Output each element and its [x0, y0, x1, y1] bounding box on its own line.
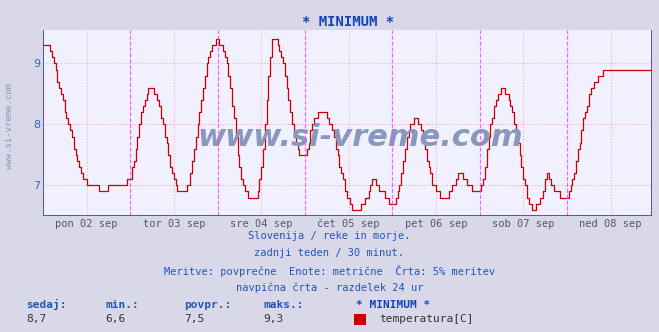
Text: Slovenija / reke in morje.: Slovenija / reke in morje.	[248, 231, 411, 241]
Text: sedaj:: sedaj:	[26, 299, 67, 310]
Text: 8,7: 8,7	[26, 314, 47, 324]
Title: * MINIMUM *: * MINIMUM *	[302, 15, 393, 29]
Text: www.si-vreme.com: www.si-vreme.com	[197, 123, 523, 152]
Text: * MINIMUM *: * MINIMUM *	[356, 300, 430, 310]
Text: navpična črta - razdelek 24 ur: navpična črta - razdelek 24 ur	[236, 283, 423, 293]
Text: www.si-vreme.com: www.si-vreme.com	[5, 83, 14, 169]
Text: zadnji teden / 30 minut.: zadnji teden / 30 minut.	[254, 248, 405, 258]
Text: Meritve: povprečne  Enote: metrične  Črta: 5% meritev: Meritve: povprečne Enote: metrične Črta:…	[164, 265, 495, 277]
Text: povpr.:: povpr.:	[185, 300, 232, 310]
Text: 7,5: 7,5	[185, 314, 205, 324]
Text: temperatura[C]: temperatura[C]	[379, 314, 473, 324]
Text: maks.:: maks.:	[264, 300, 304, 310]
Text: min.:: min.:	[105, 300, 139, 310]
Text: 9,3: 9,3	[264, 314, 284, 324]
Text: 6,6: 6,6	[105, 314, 126, 324]
